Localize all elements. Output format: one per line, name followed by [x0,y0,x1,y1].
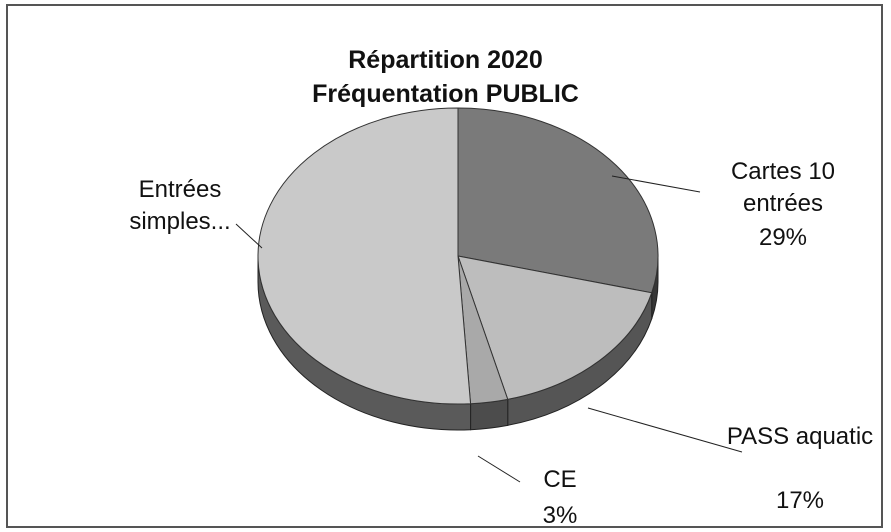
slice-label: CE [543,466,577,493]
slice [457,107,659,294]
leader-line [587,407,743,453]
slice-side [470,398,509,431]
leader-line [235,223,263,249]
slice [457,255,653,400]
slice [257,107,472,405]
slice-label: PASS aquatic [726,423,874,450]
chart-frame [6,4,883,528]
slice-label: Entrées simples... [129,176,231,235]
value-label: 3% [542,502,578,529]
chart-subtitle: Fréquentation PUBLIC [312,80,579,108]
leader-line [477,455,521,483]
value-label: 17% [775,487,825,514]
chart-title: Répartition 2020 [348,46,543,74]
slice-label: Cartes 10 entrées [730,158,836,217]
leader-line [611,175,701,193]
value-label: 29% [758,224,808,251]
